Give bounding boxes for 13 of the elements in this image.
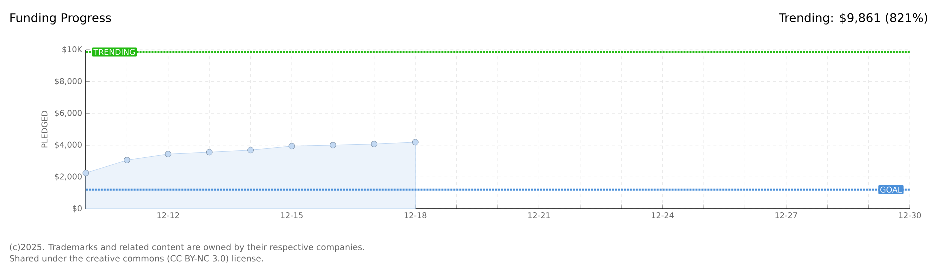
point bbox=[371, 141, 378, 148]
point bbox=[82, 170, 90, 176]
point bbox=[206, 149, 213, 156]
point bbox=[124, 157, 130, 164]
text: Shared under the creative commons (CC BY-NC 3.0) license. bbox=[10, 255, 264, 263]
point bbox=[288, 143, 296, 150]
chart-subtitle: Trending: $9,861 (821%) bbox=[779, 13, 928, 25]
chart-title: Funding Progress bbox=[10, 13, 112, 25]
text: (c)2025. Trademarks and related content are owned by their respective companies. bbox=[10, 244, 364, 252]
point bbox=[165, 151, 172, 158]
point bbox=[412, 139, 419, 146]
point bbox=[248, 147, 254, 154]
point bbox=[330, 142, 336, 149]
